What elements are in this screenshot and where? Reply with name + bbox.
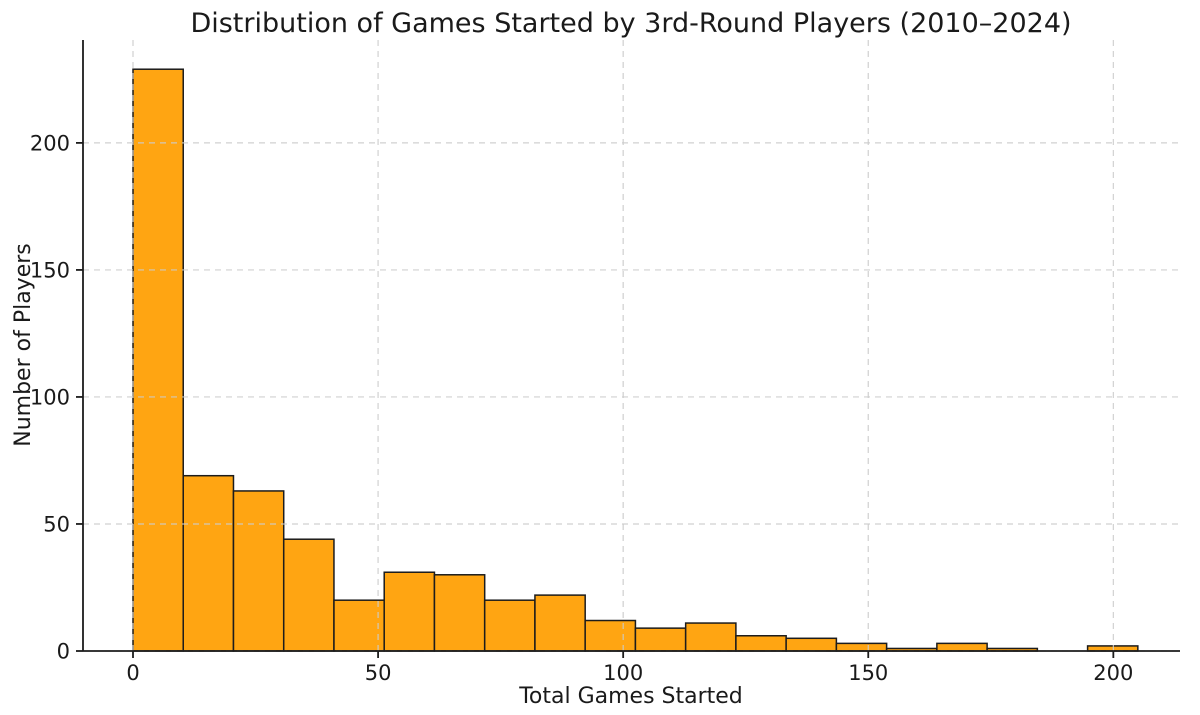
histogram-bar-14 — [835, 642, 888, 652]
tick-labels-layer: 0 50 100 150 200 0 50 100 150 200 — [30, 131, 1133, 685]
histogram-bar-6 — [433, 574, 486, 652]
histogram-bar-12 — [735, 635, 787, 652]
axes-layer — [76, 40, 1180, 658]
histogram-bar-11 — [684, 622, 737, 652]
histogram-bar-10 — [634, 627, 687, 652]
histogram-bar-13 — [785, 637, 838, 652]
x-tick-label-50: 50 — [365, 661, 392, 685]
histogram-bar-1 — [182, 474, 235, 652]
histogram-bar-2 — [232, 490, 285, 652]
histogram-bar-0 — [132, 68, 184, 652]
y-tick-label-0: 0 — [57, 640, 70, 664]
histogram-bar-5 — [383, 571, 436, 652]
y-tick-label-200: 200 — [30, 131, 70, 155]
histogram-bar-7 — [483, 599, 536, 652]
x-tick-label-0: 0 — [126, 661, 139, 685]
x-tick-label-150: 150 — [848, 661, 888, 685]
x-tick-label-200: 200 — [1093, 661, 1133, 685]
y-tick-label-100: 100 — [30, 385, 70, 409]
x-tick-label-100: 100 — [603, 661, 643, 685]
histogram-bar-4 — [333, 599, 385, 652]
y-axis-label: Number of Players — [11, 243, 36, 447]
histogram-bar-3 — [282, 538, 335, 652]
y-tick-label-150: 150 — [30, 258, 70, 282]
bars-layer — [132, 68, 1139, 652]
histogram-bar-16 — [936, 642, 988, 652]
x-axis-label: Total Games Started — [518, 684, 743, 709]
histogram-bar-8 — [534, 594, 586, 652]
histogram-bar-9 — [584, 619, 637, 652]
y-tick-label-50: 50 — [43, 512, 70, 536]
chart-title: Distribution of Games Started by 3rd-Rou… — [190, 8, 1071, 39]
